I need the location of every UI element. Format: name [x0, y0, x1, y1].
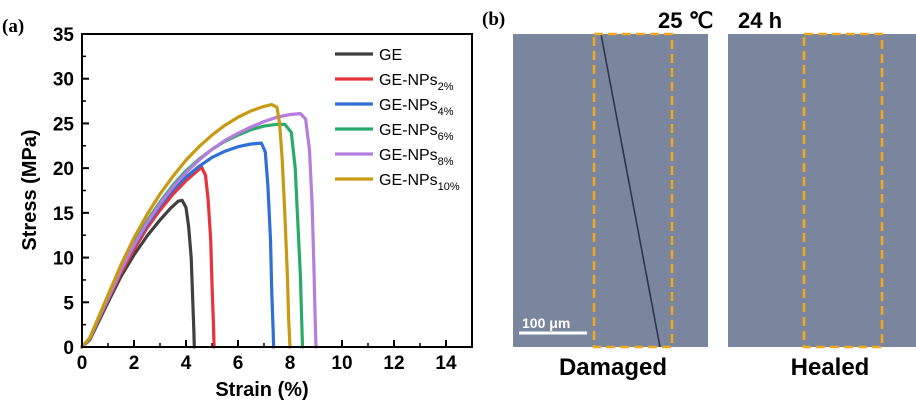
series-line-0	[80, 198, 196, 349]
y-tick-label: 0	[63, 338, 74, 359]
x-tick-label: 0	[77, 353, 88, 374]
series-line-5	[80, 103, 292, 349]
y-tick-label: 5	[63, 293, 74, 314]
y-tick-label: 35	[53, 25, 75, 46]
y-tick-label: 15	[53, 204, 75, 225]
legend: GE GE-NPs2% GE-NPs4% GE-NPs6% GE-NPs8% GE-NPs…	[335, 47, 460, 193]
legend-label-0: GE	[379, 47, 402, 64]
panel-b-label: (b)	[482, 9, 505, 30]
y-axis-title: Stress (MPa)	[19, 129, 41, 250]
tick-labels: 0 2 4 6 8 10 12 14 0 5 10 15 20 25 30 35	[53, 25, 457, 374]
scale-bar-label: 100 μm	[522, 315, 570, 331]
damaged-caption: Damaged	[559, 354, 667, 381]
y-tick-label: 20	[53, 159, 74, 180]
x-tick-label: 2	[129, 353, 140, 374]
legend-label-4: GE-NPs8%	[379, 147, 454, 168]
series-layer	[80, 103, 318, 349]
legend-label-1: GE-NPs2%	[379, 72, 454, 93]
x-tick-label: 10	[331, 353, 352, 374]
crack-line	[600, 33, 661, 348]
healed-caption: Healed	[791, 354, 870, 381]
temperature-label: 25 ℃	[658, 8, 713, 33]
y-tick-label: 30	[53, 70, 74, 91]
legend-label-3: GE-NPs6%	[379, 122, 454, 143]
series-line-2	[80, 141, 276, 349]
stress-strain-chart: 0 2 4 6 8 10 12 14 0 5 10 15 20 25 30 35 Strain (%) Str…	[19, 25, 473, 401]
y-tick-label: 10	[53, 249, 74, 270]
x-tick-label: 4	[181, 353, 192, 374]
legend-label-2: GE-NPs4%	[379, 97, 454, 118]
x-tick-label: 14	[435, 353, 457, 374]
series-line-4	[80, 112, 318, 349]
damaged-micrograph: 100 μm	[513, 32, 708, 349]
time-label: 24 h	[738, 8, 782, 33]
x-axis-title: Strain (%)	[215, 379, 308, 401]
x-tick-label: 12	[383, 353, 404, 374]
x-tick-label: 8	[285, 353, 296, 374]
plot-frame	[81, 33, 473, 348]
panel-a-label: (a)	[2, 16, 24, 37]
y-tick-label: 25	[53, 114, 75, 135]
legend-label-5: GE-NPs10%	[379, 172, 460, 193]
x-tick-label: 6	[233, 353, 244, 374]
healed-image	[728, 34, 916, 347]
healed-micrograph	[728, 32, 916, 349]
